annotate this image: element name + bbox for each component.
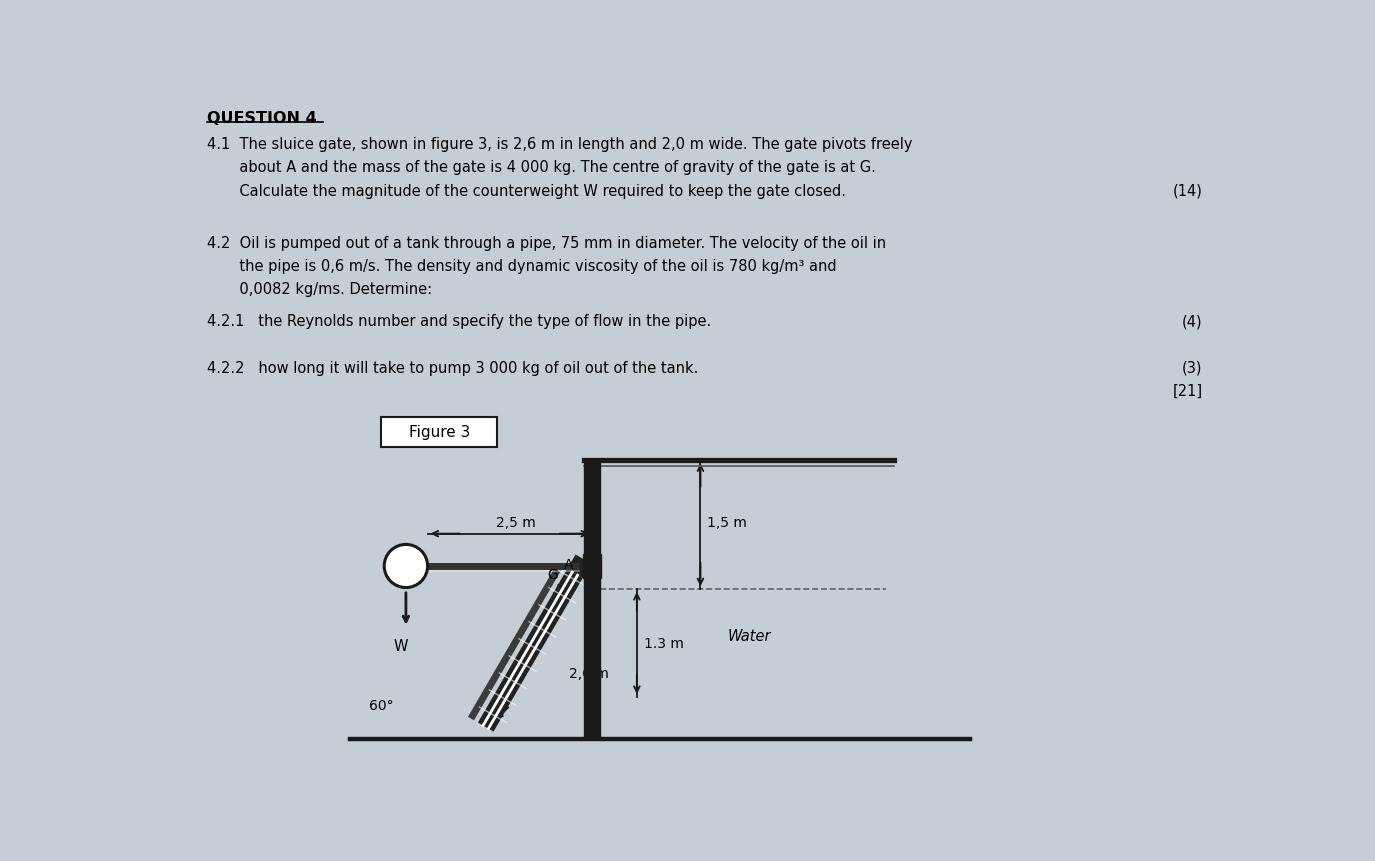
- Circle shape: [384, 545, 428, 588]
- Text: 1.3 m: 1.3 m: [644, 636, 683, 650]
- Text: QUESTION 4: QUESTION 4: [206, 111, 316, 126]
- Text: Water: Water: [727, 628, 771, 643]
- Text: about A and the mass of the gate is 4 000 kg. The centre of gravity of the gate : about A and the mass of the gate is 4 00…: [206, 160, 876, 176]
- Text: [21]: [21]: [1173, 383, 1203, 399]
- Bar: [583, 554, 601, 579]
- Text: (14): (14): [1173, 183, 1203, 198]
- Text: W: W: [393, 638, 408, 653]
- Text: Figure 3: Figure 3: [408, 425, 470, 440]
- Text: 4.2  Oil is pumped out of a tank through a pipe, 75 mm in diameter. The velocity: 4.2 Oil is pumped out of a tank through …: [206, 236, 886, 251]
- Text: the pipe is 0,6 m/s. The density and dynamic viscosity of the oil is 780 kg/m³ a: the pipe is 0,6 m/s. The density and dyn…: [206, 258, 836, 274]
- Text: G: G: [547, 567, 558, 581]
- Text: Calculate the magnitude of the counterweight W required to keep the gate closed.: Calculate the magnitude of the counterwe…: [206, 183, 846, 198]
- Text: A: A: [564, 558, 573, 572]
- Text: 4.2.2   how long it will take to pump 3 000 kg of oil out of the tank.: 4.2.2 how long it will take to pump 3 00…: [206, 360, 698, 375]
- Text: 4.2.1   the Reynolds number and specify the type of flow in the pipe.: 4.2.1 the Reynolds number and specify th…: [206, 314, 711, 329]
- Text: 60°: 60°: [370, 698, 395, 712]
- Text: 0,0082 kg/ms. Determine:: 0,0082 kg/ms. Determine:: [206, 282, 432, 297]
- Text: (4): (4): [1182, 314, 1203, 329]
- Text: 1,5 m: 1,5 m: [707, 516, 747, 530]
- Text: 4.1  The sluice gate, shown in figure 3, is 2,6 m in length and 2,0 m wide. The : 4.1 The sluice gate, shown in figure 3, …: [206, 137, 912, 152]
- Text: (3): (3): [1182, 360, 1203, 375]
- Text: 2,6 m: 2,6 m: [569, 666, 609, 681]
- Bar: [584, 461, 600, 740]
- Text: 2,5 m: 2,5 m: [496, 516, 536, 530]
- FancyBboxPatch shape: [381, 418, 498, 447]
